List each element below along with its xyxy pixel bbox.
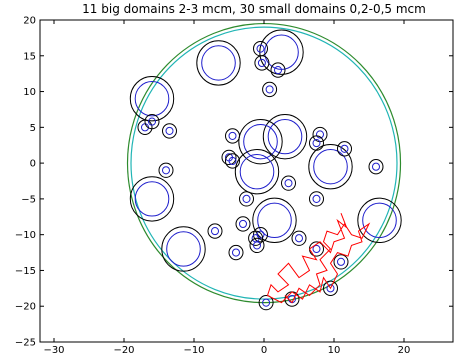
- small-domain-inner-ring: [262, 298, 271, 307]
- small-domain-inner-ring: [253, 241, 261, 250]
- y-tick-label: −15: [15, 266, 36, 277]
- y-tick-label: −5: [21, 194, 36, 205]
- big-domain-outer-ring: [238, 118, 283, 165]
- small-domain-outer-ring: [239, 191, 254, 207]
- big-domain-inner-ring: [166, 231, 201, 267]
- small-domain-inner-ring: [228, 156, 237, 166]
- small-domain-inner-ring: [312, 194, 321, 203]
- small-domain-outer-ring: [221, 149, 237, 166]
- small-domain-outer-ring: [323, 280, 338, 296]
- big-domain-outer-ring: [161, 226, 206, 272]
- small-domain-outer-ring: [144, 113, 160, 130]
- small-domain-outer-ring: [368, 159, 384, 175]
- small-domain-outer-ring: [262, 81, 278, 98]
- small-domain-inner-ring: [312, 138, 321, 148]
- small-domain-outer-ring: [235, 216, 251, 232]
- small-domain-outer-ring: [270, 62, 286, 78]
- big-domain-outer-ring: [357, 197, 402, 244]
- small-domain-outer-ring: [309, 191, 324, 207]
- chart-title: 11 big domains 2-3 mcm, 30 small domains…: [82, 2, 426, 16]
- x-tick-label: 20: [398, 345, 411, 355]
- x-tick-label: −10: [183, 345, 204, 355]
- small-domain-outer-ring: [337, 141, 352, 157]
- small-domain-inner-ring: [274, 66, 282, 75]
- big-domain-inner-ring: [134, 181, 170, 217]
- small-domain-inner-ring: [372, 162, 380, 171]
- small-domain-inner-ring: [162, 166, 170, 175]
- small-domain-inner-ring: [256, 44, 265, 53]
- small-domain-outer-ring: [158, 162, 174, 178]
- small-domain-inner-ring: [340, 144, 349, 153]
- small-domain-outer-ring: [254, 55, 270, 71]
- small-domain-inner-ring: [239, 219, 247, 229]
- small-domain-inner-ring: [232, 248, 240, 257]
- big-domain-outer-ring: [129, 176, 175, 222]
- big-domain-inner-ring: [362, 202, 397, 239]
- big-domain-outer-ring: [196, 40, 241, 86]
- big-domain-inner-ring: [313, 149, 348, 185]
- big-domain-inner-ring: [239, 154, 275, 190]
- small-domain-inner-ring: [228, 131, 237, 140]
- small-domain-inner-ring: [284, 179, 293, 188]
- small-domain-outer-ring: [248, 230, 264, 246]
- big-domain-outer-ring: [129, 76, 175, 122]
- y-tick-label: −10: [15, 230, 36, 241]
- small-domain-outer-ring: [249, 237, 265, 254]
- small-domain-outer-ring: [162, 123, 177, 139]
- small-domain-inner-ring: [316, 130, 324, 139]
- small-domain-outer-ring: [225, 128, 240, 144]
- y-tick-label: −20: [15, 302, 36, 313]
- big-domain-outer-ring: [234, 149, 280, 195]
- small-domain-outer-ring: [309, 135, 324, 151]
- big-domain-inner-ring: [267, 118, 303, 155]
- y-tick-label: 15: [23, 51, 36, 62]
- random-walk-path: [266, 213, 371, 304]
- y-axis: −25 −20 −15 −10 −5 0 5 10 15 20: [15, 16, 453, 349]
- y-tick-label: −25: [15, 338, 36, 349]
- big-domain-inner-ring: [201, 45, 236, 81]
- big-domain-outer-ring: [252, 197, 297, 244]
- small-domain-outer-ring: [228, 244, 244, 261]
- small-domain-inner-ring: [211, 227, 219, 236]
- y-tick-label: 10: [23, 87, 36, 98]
- small-domain-inner-ring: [312, 244, 321, 254]
- small-domain-inner-ring: [148, 117, 156, 126]
- small-domain-inner-ring: [257, 58, 266, 68]
- small-domain-outer-ring: [207, 223, 223, 239]
- y-tick-label: 0: [30, 159, 36, 170]
- x-axis: −30 −20 −10 0 10 20: [43, 20, 410, 355]
- x-tick-label: 0: [261, 345, 267, 355]
- plot-content: [126, 22, 402, 311]
- small-domain-outer-ring: [281, 175, 296, 191]
- small-domain-inner-ring: [337, 257, 345, 266]
- small-domain-outer-ring: [333, 254, 349, 270]
- small-domain-outer-ring: [291, 230, 307, 246]
- big-domain-inner-ring: [134, 81, 170, 117]
- x-tick-label: −30: [43, 345, 64, 355]
- plot-frame: [39, 19, 454, 343]
- small-domain-inner-ring: [165, 126, 174, 135]
- small-domain-outer-ring: [258, 294, 274, 311]
- y-tick-label: 20: [23, 16, 36, 27]
- small-domain-inner-ring: [295, 234, 303, 243]
- small-domain-inner-ring: [326, 284, 335, 293]
- y-tick-label: 5: [30, 123, 36, 134]
- big-domain-outer-ring: [262, 113, 308, 160]
- plot-area: [39, 19, 454, 343]
- small-domain-outer-ring: [225, 153, 240, 169]
- x-tick-label: 10: [328, 345, 341, 355]
- big-domain-inner-ring: [243, 123, 278, 160]
- small-domain-inner-ring: [265, 85, 274, 94]
- small-domain-inner-ring: [242, 194, 251, 203]
- big-domain-inner-ring: [257, 202, 292, 239]
- x-tick-label: −20: [113, 345, 134, 355]
- big-domain-outer-ring: [308, 144, 353, 190]
